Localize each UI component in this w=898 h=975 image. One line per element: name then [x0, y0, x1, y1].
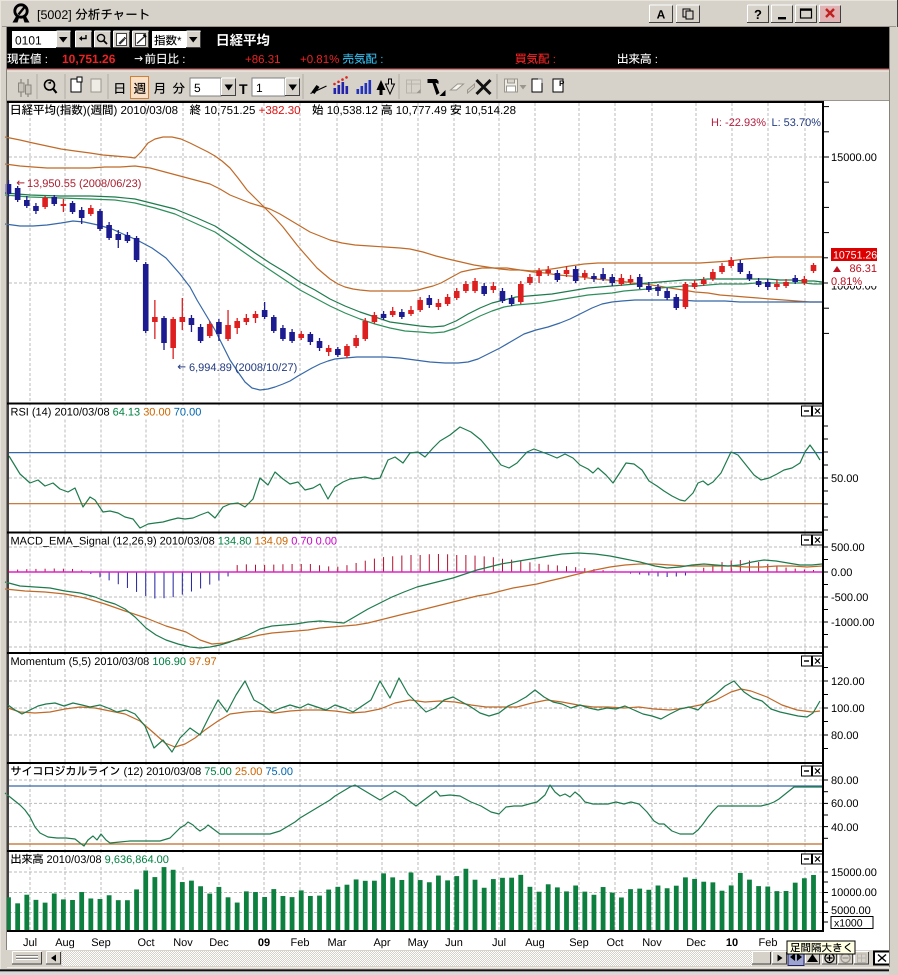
svg-text:(: (	[56, 105, 60, 117]
svg-text:09: 09	[258, 937, 270, 949]
svg-text:0101: 0101	[15, 34, 42, 48]
svg-text:97.97: 97.97	[189, 656, 217, 668]
svg-text:80.00: 80.00	[831, 775, 859, 787]
svg-text:Nov: Nov	[173, 937, 193, 949]
svg-text:10,777.49: 10,777.49	[393, 105, 451, 117]
svg-text:*: *	[177, 36, 182, 48]
svg-text:?: ?	[754, 7, 762, 22]
svg-text:80.00: 80.00	[831, 730, 859, 742]
svg-text:Feb: Feb	[291, 937, 310, 949]
svg-text::: :	[42, 54, 48, 66]
svg-text:0.00: 0.00	[831, 567, 852, 579]
svg-text:P: P	[559, 79, 565, 88]
svg-text:10,751.26: 10,751.26	[62, 52, 116, 66]
svg-text:10751.26: 10751.26	[833, 250, 877, 262]
svg-text:75.00: 75.00	[204, 766, 235, 778]
svg-text:Nov: Nov	[642, 937, 662, 949]
svg-text:5: 5	[194, 81, 201, 95]
svg-text:Oct: Oct	[606, 937, 623, 949]
svg-text:Jul: Jul	[492, 937, 506, 949]
svg-text:L: 53.70%: L: 53.70%	[771, 117, 821, 129]
svg-text:H: -22.93%: H: -22.93%	[711, 117, 766, 129]
svg-text:0.70: 0.70	[291, 536, 315, 548]
svg-text:134.80: 134.80	[218, 536, 255, 548]
svg-text:134.09: 134.09	[254, 536, 291, 548]
svg-text:T: T	[239, 81, 248, 97]
svg-text:15000.00: 15000.00	[831, 867, 877, 879]
svg-text:Oct: Oct	[137, 937, 154, 949]
svg-text:+86.31: +86.31	[245, 54, 281, 66]
svg-text:Jul: Jul	[23, 937, 37, 949]
svg-text:Apr: Apr	[373, 937, 390, 949]
svg-text:10,751.25: 10,751.25	[201, 105, 259, 117]
svg-text:86.31: 86.31	[849, 263, 877, 275]
svg-text:1: 1	[256, 81, 263, 95]
svg-text:Sep: Sep	[91, 937, 111, 949]
svg-text:+0.81%: +0.81%	[300, 54, 343, 66]
svg-text:A: A	[657, 8, 666, 22]
svg-text:50.00: 50.00	[831, 473, 859, 485]
svg-text:120.00: 120.00	[831, 676, 865, 688]
svg-text:5000.00: 5000.00	[831, 905, 871, 917]
svg-text:10,538.12: 10,538.12	[324, 105, 382, 117]
svg-text:0.81%: 0.81%	[831, 276, 862, 288]
svg-text::: :	[377, 54, 383, 66]
svg-text:25.00: 25.00	[235, 766, 266, 778]
svg-text:Jun: Jun	[445, 937, 463, 949]
svg-text:RSI (14) 2010/03/08: RSI (14) 2010/03/08	[11, 407, 113, 419]
svg-text:+382.30: +382.30	[259, 105, 301, 117]
svg-text:) 2010/03/08: ) 2010/03/08	[113, 105, 178, 117]
svg-text:-1000.00: -1000.00	[831, 617, 874, 629]
svg-text:10,514.28: 10,514.28	[462, 105, 516, 117]
svg-text:60.00: 60.00	[831, 798, 859, 810]
svg-text:x1000: x1000	[834, 918, 863, 930]
svg-text:10000.00: 10000.00	[831, 887, 877, 899]
svg-text:70.00: 70.00	[174, 407, 202, 419]
svg-text::: :	[179, 54, 185, 66]
svg-text:Aug: Aug	[525, 937, 545, 949]
svg-text:Momentum (5,5) 2010/03/08: Momentum (5,5) 2010/03/08	[11, 656, 153, 668]
svg-text:75.00: 75.00	[265, 766, 293, 778]
svg-text:13,950.55 (2008/06/23): 13,950.55 (2008/06/23)	[27, 178, 141, 190]
svg-text:MACD_EMA_Signal (12,26,9) 2010: MACD_EMA_Signal (12,26,9) 2010/03/08	[11, 536, 218, 548]
svg-text:(12) 2010/03/08: (12) 2010/03/08	[121, 766, 205, 778]
svg-text:)(: )(	[83, 105, 91, 117]
svg-text:500.00: 500.00	[831, 542, 865, 554]
svg-text:Aug: Aug	[55, 937, 75, 949]
svg-text:[5002]: [5002]	[37, 8, 75, 22]
svg-text:0.00: 0.00	[316, 536, 337, 548]
svg-text:Dec: Dec	[686, 937, 706, 949]
svg-text:Mar: Mar	[328, 937, 347, 949]
svg-text:9,636,864.00: 9,636,864.00	[105, 854, 169, 866]
svg-text::: :	[652, 54, 658, 66]
svg-text:30.00: 30.00	[143, 407, 174, 419]
svg-text:100.00: 100.00	[831, 703, 865, 715]
svg-text:40.00: 40.00	[831, 822, 859, 834]
svg-text:6,994.89 (2008/10/27): 6,994.89 (2008/10/27)	[189, 362, 297, 374]
svg-text:15000.00: 15000.00	[831, 152, 877, 164]
svg-text:2010/03/08: 2010/03/08	[44, 854, 105, 866]
svg-text:May: May	[408, 937, 429, 949]
svg-text:-500.00: -500.00	[831, 592, 868, 604]
svg-text:Feb: Feb	[759, 937, 778, 949]
svg-text:64.13: 64.13	[113, 407, 144, 419]
svg-text:106.90: 106.90	[152, 656, 189, 668]
svg-text::: :	[550, 54, 556, 66]
svg-text:Sep: Sep	[569, 937, 589, 949]
svg-text:10: 10	[726, 937, 738, 949]
svg-text:Dec: Dec	[209, 937, 229, 949]
